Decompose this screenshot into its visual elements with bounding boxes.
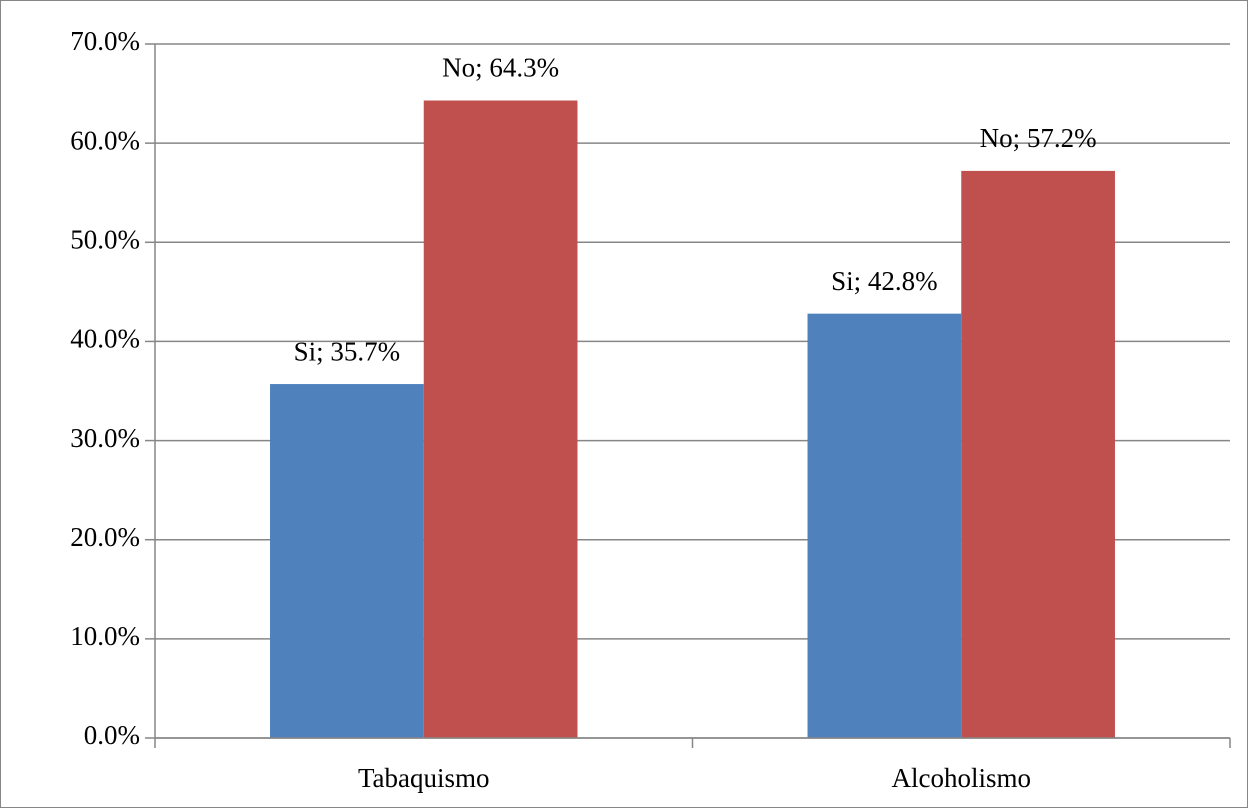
y-tick-label: 20.0% — [70, 522, 140, 552]
y-tick-label: 0.0% — [84, 720, 140, 750]
x-tick-label: Tabaquismo — [358, 763, 490, 793]
y-tick-label: 70.0% — [70, 26, 140, 56]
data-label: Si; 42.8% — [831, 266, 938, 296]
y-tick-label: 40.0% — [70, 324, 140, 354]
y-tick-label: 60.0% — [70, 125, 140, 155]
bar — [807, 313, 962, 738]
data-label: Si; 35.7% — [294, 336, 401, 366]
bar — [423, 100, 578, 739]
bar — [961, 170, 1115, 739]
x-tick-label: Alcoholismo — [892, 763, 1032, 793]
y-tick-label: 30.0% — [70, 423, 140, 453]
y-tick-label: 10.0% — [70, 621, 140, 651]
bar — [270, 384, 424, 738]
data-label: No; 57.2% — [980, 123, 1097, 153]
y-tick-label: 50.0% — [70, 224, 140, 254]
data-label: No; 64.3% — [442, 53, 559, 83]
